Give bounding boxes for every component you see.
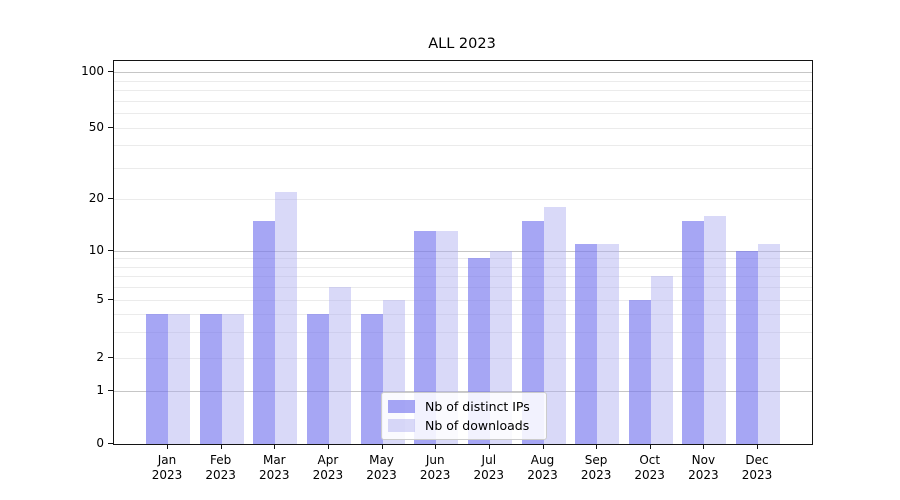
minor-gridline [114, 80, 812, 82]
y-tick-mark [108, 443, 113, 444]
x-tick-label: Jul 2023 [473, 453, 505, 482]
x-tick-mark [327, 444, 329, 449]
y-tick-label: 10 [88, 243, 104, 257]
bar-downloads-nov [704, 215, 727, 444]
x-tick-mark [649, 444, 651, 449]
y-tick-label: 0 [96, 436, 104, 450]
x-tick-mark [703, 444, 705, 449]
minor-gridline [114, 113, 812, 115]
minor-gridline [114, 100, 812, 102]
y-tick-mark [108, 250, 113, 251]
legend-label-downloads: Nb of downloads [425, 418, 530, 433]
x-tick-mark [274, 444, 276, 449]
bar-distinct-ips-jan [146, 314, 168, 444]
x-tick-mark [435, 444, 437, 449]
y-tick-mark [108, 127, 113, 128]
minor-gridline [114, 332, 812, 334]
y-tick-label: 5 [96, 292, 104, 306]
y-tick-mark [108, 390, 113, 391]
minor-gridline [114, 90, 812, 91]
bar-distinct-ips-sep [575, 243, 598, 444]
bar-downloads-oct [650, 276, 673, 444]
x-tick-mark [488, 444, 490, 449]
legend-item-downloads: Nb of downloads [388, 418, 538, 433]
bar-downloads-jan [168, 314, 190, 444]
major-gridline [114, 391, 812, 392]
x-tick-label: Nov 2023 [688, 453, 719, 482]
minor-gridline [114, 358, 812, 359]
minor-gridline [114, 314, 812, 316]
minor-gridline [114, 287, 812, 289]
legend-swatch-downloads [388, 419, 415, 432]
y-tick-label: 100 [81, 64, 104, 78]
x-tick-label: Feb 2023 [205, 453, 236, 482]
x-tick-label: Jan 2023 [151, 453, 183, 482]
legend-item-distinct-ips: Nb of distinct IPs [388, 399, 538, 414]
minor-gridline [114, 276, 812, 278]
x-tick-label: May 2023 [366, 453, 397, 482]
y-tick-label: 50 [88, 120, 104, 134]
x-tick-mark [596, 444, 598, 449]
legend: Nb of distinct IPs Nb of downloads [381, 392, 547, 440]
y-tick-mark [108, 357, 113, 358]
bar-distinct-ips-aug [521, 220, 544, 444]
plot-area: Nb of distinct IPs Nb of downloads [113, 60, 813, 445]
x-tick-label: Apr 2023 [312, 453, 344, 482]
major-gridline [114, 72, 812, 73]
y-tick-label: 2 [96, 350, 104, 364]
y-tick-label: 1 [96, 383, 104, 397]
minor-gridline [114, 199, 812, 200]
chart-title: ALL 2023 [428, 36, 496, 52]
bar-distinct-ips-jun [414, 231, 437, 444]
bar-downloads-apr [328, 287, 351, 444]
major-gridline [114, 251, 812, 252]
bar-downloads-dec [758, 243, 780, 444]
x-tick-label: Sep 2023 [580, 453, 612, 482]
x-tick-mark [381, 444, 383, 449]
x-tick-label: Mar 2023 [259, 453, 290, 482]
legend-swatch-distinct-ips [388, 400, 415, 413]
x-tick-mark [167, 444, 168, 449]
bar-distinct-ips-may [360, 314, 383, 444]
minor-gridline [114, 145, 812, 147]
bar-downloads-feb [221, 314, 244, 444]
x-tick-label: Dec 2023 [741, 453, 773, 482]
minor-gridline [114, 266, 812, 268]
x-tick-label: Oct 2023 [634, 453, 665, 482]
bar-distinct-ips-dec [736, 251, 758, 444]
x-tick-label: Aug 2023 [527, 453, 558, 482]
y-tick-label: 20 [88, 191, 104, 205]
bar-distinct-ips-oct [628, 300, 651, 444]
bar-downloads-aug [543, 206, 566, 444]
bar-distinct-ips-nov [682, 220, 705, 444]
x-tick-label: Jun 2023 [419, 453, 451, 482]
minor-gridline [114, 128, 812, 129]
minor-gridline [114, 300, 812, 301]
y-tick-mark [108, 198, 113, 199]
bar-distinct-ips-mar [253, 220, 276, 444]
bar-distinct-ips-feb [199, 314, 222, 444]
minor-gridline [114, 167, 812, 169]
x-tick-mark [220, 444, 222, 449]
x-tick-mark [542, 444, 544, 449]
bar-distinct-ips-apr [306, 314, 329, 444]
legend-label-distinct-ips: Nb of distinct IPs [425, 399, 530, 414]
bar-downloads-sep [597, 243, 620, 444]
bar-downloads-jun [436, 231, 459, 444]
y-tick-mark [108, 71, 113, 72]
minor-gridline [114, 258, 812, 260]
x-tick-mark [757, 444, 758, 449]
y-tick-mark [108, 299, 113, 300]
bar-downloads-mar [275, 191, 298, 444]
